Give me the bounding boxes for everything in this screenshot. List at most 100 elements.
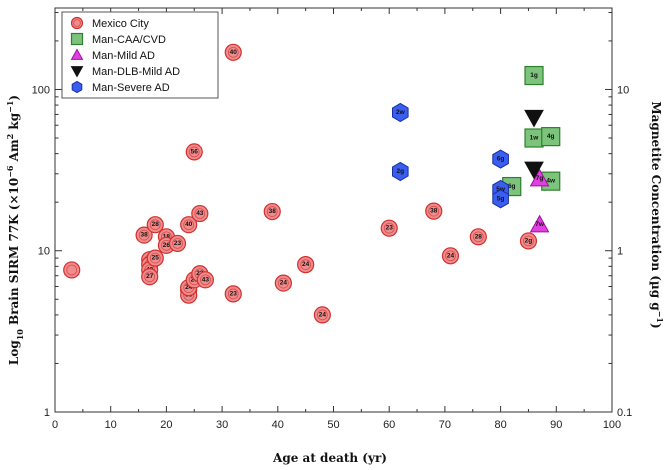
x-tick-label: 80 (494, 419, 506, 431)
x-tick-label: 20 (160, 419, 172, 431)
points-group: 3822184027282518262340283824562343234340… (63, 43, 561, 324)
y-right-tick-label: 1 (617, 246, 623, 258)
data-point (196, 271, 214, 289)
data-point (469, 228, 487, 246)
data-point (529, 214, 550, 233)
point-label: 24 (280, 280, 288, 287)
marker-outer (425, 202, 443, 220)
marker-inner-ring (172, 238, 183, 249)
marker-outer (141, 268, 159, 286)
axis-title-part: ) (7, 95, 21, 101)
marker-inner-ring (472, 231, 484, 243)
marker-inner-ring (138, 229, 150, 241)
axis-title-part: 10 (15, 329, 25, 341)
point-label: 38 (430, 208, 438, 215)
point-label: 23 (230, 290, 238, 297)
data-point (524, 65, 544, 86)
series-man-caa-cvd: 1g 1w 4g 6g 4w (502, 65, 561, 197)
marker-inner-ring (428, 205, 440, 217)
marker-outer (441, 247, 460, 265)
marker-outer (469, 228, 487, 246)
y-axis-left-title: Log10 Brain SIRM 77K (×10−6 Am2 kg−1) (5, 95, 25, 365)
axis-title-part: Log (7, 340, 21, 365)
point-label: 25 (152, 255, 160, 262)
marker-outer (297, 256, 315, 274)
point-label: 4g (547, 133, 555, 140)
axis-title-part: Magnetite Concentration (µg g (649, 101, 663, 311)
axis-title-part: Am (7, 139, 21, 165)
point-label: 40 (230, 49, 238, 56)
series-man-mild-ad: 7w 7g (529, 168, 550, 233)
data-point (224, 43, 242, 61)
y-axis-right-title: Magnetite Concentration (µg g−1) (649, 101, 665, 328)
data-point (263, 202, 281, 221)
marker-inner-ring (227, 288, 239, 300)
marker-inner-ring (523, 235, 534, 247)
point-label: 40 (185, 221, 193, 228)
point-label: 2g (397, 168, 405, 175)
x-tick-label: 100 (603, 419, 621, 431)
y-left-tick-label: 100 (32, 84, 50, 96)
data-point (492, 189, 509, 209)
data-point (224, 285, 242, 303)
marker-inner-ring (66, 264, 78, 276)
marker-outer (519, 232, 538, 250)
point-label: 38 (141, 232, 149, 239)
legend-marker (70, 32, 84, 46)
axis-title-part: −1 (5, 101, 15, 113)
axis-title-part: 2 (5, 134, 15, 140)
point-label: 2g (525, 237, 533, 244)
marker-outer (191, 204, 209, 223)
marker-inner-ring (183, 219, 195, 231)
marker-outer (224, 285, 242, 303)
marker-inner-ring (300, 259, 312, 270)
point-label: 27 (146, 273, 154, 280)
marker-outer (168, 234, 187, 253)
legend-label: Man-Severe AD (92, 82, 170, 94)
point-label: 6g (508, 183, 516, 190)
legend-label: Man-Mild AD (92, 50, 155, 62)
series-mexico-city: 3822184027282518262340283824562343234340… (63, 43, 538, 324)
axis-title-part: kg (7, 112, 21, 133)
data-point (274, 274, 292, 292)
axis-title-part: Brain SIRM 77K (×10 (7, 178, 21, 329)
y-left-tick-label: 1 (44, 407, 50, 419)
point-label: 26 (163, 242, 171, 249)
y-right-tick-label: 0.1 (617, 407, 632, 419)
legend-label: Mexico City (92, 18, 149, 30)
x-axis-title: Age at death (yr) (272, 451, 387, 465)
marker-inner-ring (194, 208, 206, 219)
data-point (297, 256, 315, 274)
point-label: 38 (269, 208, 277, 215)
marker-outer (146, 216, 164, 234)
point-label: 28 (475, 233, 483, 240)
data-point (392, 102, 409, 123)
data-point (380, 219, 398, 237)
x-tick-label: 0 (52, 419, 58, 431)
data-point (146, 249, 164, 267)
x-tick-label: 40 (272, 419, 284, 431)
x-tick-label: 70 (439, 419, 451, 431)
point-label: 28 (152, 221, 160, 228)
marker-outer (263, 202, 281, 221)
point-label: 1g (530, 72, 538, 79)
point-label: 6g (497, 156, 505, 163)
marker-outer (196, 271, 214, 289)
data-point (529, 168, 550, 187)
marker-outer (224, 43, 242, 61)
data-point (524, 161, 544, 180)
y-right-tick-label: 10 (617, 84, 629, 96)
data-point (392, 161, 409, 182)
legend-marker (70, 48, 84, 60)
point-label: 43 (202, 276, 210, 283)
data-point (492, 149, 509, 169)
axis-title-part: −6 (5, 165, 15, 178)
marker-inner-ring (278, 277, 289, 289)
x-tick-label: 90 (550, 419, 562, 431)
axis-title-part: ) (649, 323, 663, 329)
x-tick-label: 50 (327, 419, 339, 431)
point-label: 24 (185, 284, 193, 291)
point-label: 2w (396, 109, 406, 116)
